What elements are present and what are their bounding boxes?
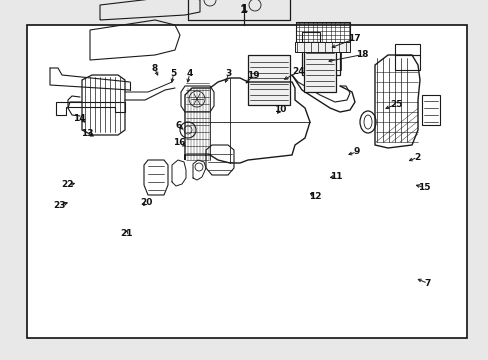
Polygon shape: [247, 55, 289, 105]
Text: 23: 23: [53, 201, 66, 210]
Text: 7: 7: [424, 279, 430, 288]
Text: 22: 22: [61, 180, 74, 189]
Text: 17: 17: [347, 34, 360, 43]
Text: 3: 3: [225, 69, 231, 78]
Text: 15: 15: [417, 183, 429, 192]
Text: 14: 14: [73, 113, 85, 122]
Text: 18: 18: [355, 50, 367, 59]
Text: 11: 11: [329, 172, 342, 181]
Text: 2: 2: [414, 153, 420, 162]
Text: 6: 6: [176, 121, 182, 130]
Text: 20: 20: [140, 198, 153, 207]
Text: 9: 9: [353, 148, 360, 156]
Text: 5: 5: [170, 69, 176, 78]
Polygon shape: [294, 42, 349, 52]
Text: 4: 4: [186, 69, 193, 78]
Text: 24: 24: [291, 68, 304, 77]
Polygon shape: [304, 50, 335, 92]
Text: 13: 13: [81, 129, 93, 138]
Text: 21: 21: [120, 230, 132, 238]
Text: 1: 1: [240, 5, 247, 15]
Text: 10: 10: [274, 105, 286, 114]
Text: 1: 1: [240, 4, 247, 14]
Text: 12: 12: [308, 192, 321, 201]
Text: 16: 16: [172, 138, 185, 148]
Text: 25: 25: [389, 100, 402, 109]
Text: 8: 8: [151, 64, 157, 73]
Text: 19: 19: [246, 71, 259, 80]
Bar: [27, 25, 466, 338]
